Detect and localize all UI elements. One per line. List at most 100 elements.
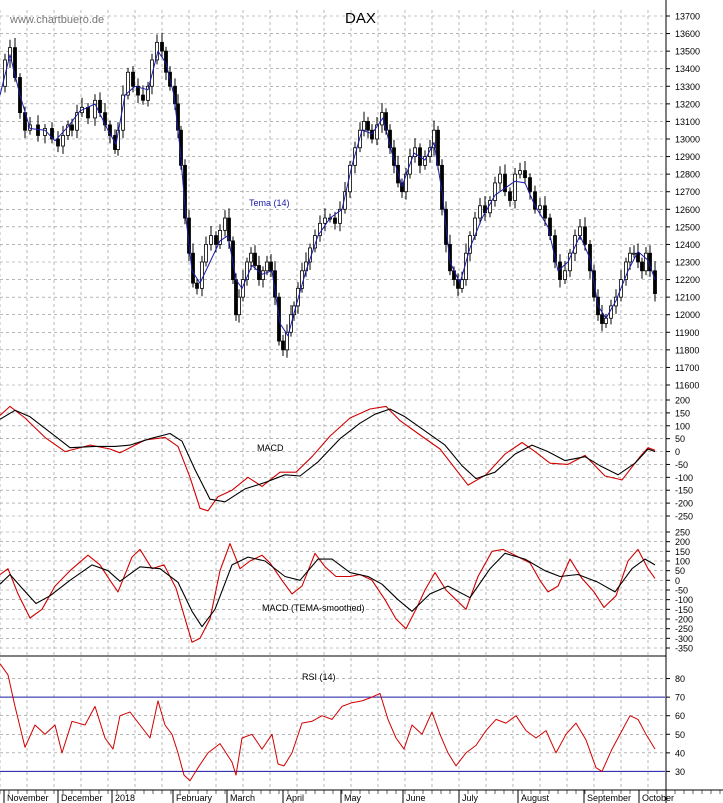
candle-body xyxy=(503,173,507,193)
candle-body xyxy=(318,222,322,237)
candle-body xyxy=(93,99,97,119)
candle-body xyxy=(538,205,542,210)
y-tick-label: 100 xyxy=(675,421,690,431)
y-tick-label: 11900 xyxy=(675,328,699,338)
candle-body xyxy=(440,164,444,210)
y-tick-label: 12300 xyxy=(675,258,700,268)
candle-body xyxy=(423,156,427,166)
candle-body xyxy=(86,106,90,119)
y-tick-label: -350 xyxy=(675,644,693,654)
candle-body xyxy=(543,205,547,219)
candle-body xyxy=(366,121,370,131)
y-tick-label: 12900 xyxy=(675,152,700,162)
candle-body xyxy=(66,124,70,136)
y-tick-label: 11800 xyxy=(675,345,699,355)
y-tick-label: 13100 xyxy=(675,117,700,127)
watermark: www.chartbuero.de xyxy=(9,14,104,26)
y-tick-label: 12600 xyxy=(675,205,700,215)
x-axis-labels: November December 2018 February March April Ma… xyxy=(0,790,721,803)
y-tick-label: 100 xyxy=(675,557,690,567)
chart-title: DAX xyxy=(345,10,376,27)
y-tick-label: 80 xyxy=(675,674,685,684)
candle-body xyxy=(533,191,537,210)
price-panel xyxy=(0,32,657,358)
x-tick-label: 2018 xyxy=(115,793,135,803)
x-tick-label: July xyxy=(462,793,479,803)
y-tick-label: 12400 xyxy=(675,240,700,250)
candle-body xyxy=(223,217,227,231)
candle-body xyxy=(523,170,527,179)
y-tick-label: 200 xyxy=(675,396,690,406)
candle-body xyxy=(214,235,218,245)
y-tick-label: 30 xyxy=(675,767,685,777)
candle-body xyxy=(513,173,517,201)
candle-body xyxy=(508,191,512,201)
candle-body xyxy=(640,261,644,272)
candle-body xyxy=(644,252,648,272)
candle-body xyxy=(50,128,54,140)
candle-body xyxy=(231,240,235,280)
candle-body xyxy=(131,71,135,87)
rsi-line xyxy=(0,663,656,782)
y-tick-label: 11600 xyxy=(675,381,699,391)
candle-body xyxy=(245,261,249,280)
candle-body xyxy=(375,124,379,140)
candle-body xyxy=(600,314,604,324)
candle-body xyxy=(460,279,464,289)
y-tick-label: -150 xyxy=(675,486,693,496)
tema-macd-panel xyxy=(0,543,656,643)
x-tick-label: September xyxy=(587,793,631,803)
y-tick-label: 13300 xyxy=(675,82,700,92)
candle-body xyxy=(8,47,12,61)
macd-label: MACD xyxy=(257,443,284,453)
y-tick-label: -100 xyxy=(675,595,693,605)
candle-body xyxy=(400,182,404,193)
x-tick-label: October xyxy=(642,793,674,803)
candle-body xyxy=(370,129,374,140)
candle-body xyxy=(75,112,79,131)
candle-body xyxy=(528,177,532,193)
macd-panel xyxy=(0,405,656,512)
y-tick-label: 50 xyxy=(675,566,685,576)
x-tick-label: November xyxy=(7,793,49,803)
y-tick-label: 250 xyxy=(675,528,690,538)
y-tick-label: -200 xyxy=(675,499,693,509)
y-tick-label: 50 xyxy=(675,434,685,444)
candle-body xyxy=(281,340,285,351)
x-tick-label: April xyxy=(286,793,304,803)
tema-label: Tema (14) xyxy=(249,198,290,208)
candle-body xyxy=(146,85,150,101)
candle-body xyxy=(56,138,60,147)
candle-body xyxy=(200,261,204,289)
candle-body xyxy=(141,94,145,101)
x-tick-label: May xyxy=(344,793,362,803)
candle-body xyxy=(253,252,257,266)
y-tick-label: -200 xyxy=(675,615,693,625)
y-tick-label: -150 xyxy=(675,605,693,615)
x-tick-label: December xyxy=(61,793,103,803)
y-tick-label: 13000 xyxy=(675,135,700,145)
candle-body xyxy=(493,182,497,201)
y-tick-label: 0 xyxy=(675,447,680,457)
y-tick-label: 12500 xyxy=(675,222,700,232)
candle-body xyxy=(604,317,608,324)
y-tick-label: 60 xyxy=(675,711,685,721)
candle-body xyxy=(265,261,269,272)
y-tick-label: -250 xyxy=(675,624,693,634)
y-tick-label: 200 xyxy=(675,537,690,547)
y-tick-label: 13600 xyxy=(675,29,700,39)
y-tick-label: 40 xyxy=(675,748,685,758)
candle-body xyxy=(218,229,222,245)
macd-red-line xyxy=(0,405,656,512)
candle-body xyxy=(285,331,289,351)
y-tick-label: -50 xyxy=(675,460,688,470)
y-tick-label: 11700 xyxy=(675,363,699,373)
candle-body xyxy=(413,147,417,157)
candle-body xyxy=(338,208,342,224)
candle-body xyxy=(563,270,567,280)
candle-body xyxy=(36,124,40,136)
candle-body xyxy=(518,170,522,175)
y-tick-label: 70 xyxy=(675,693,685,703)
candle-body xyxy=(98,99,102,114)
